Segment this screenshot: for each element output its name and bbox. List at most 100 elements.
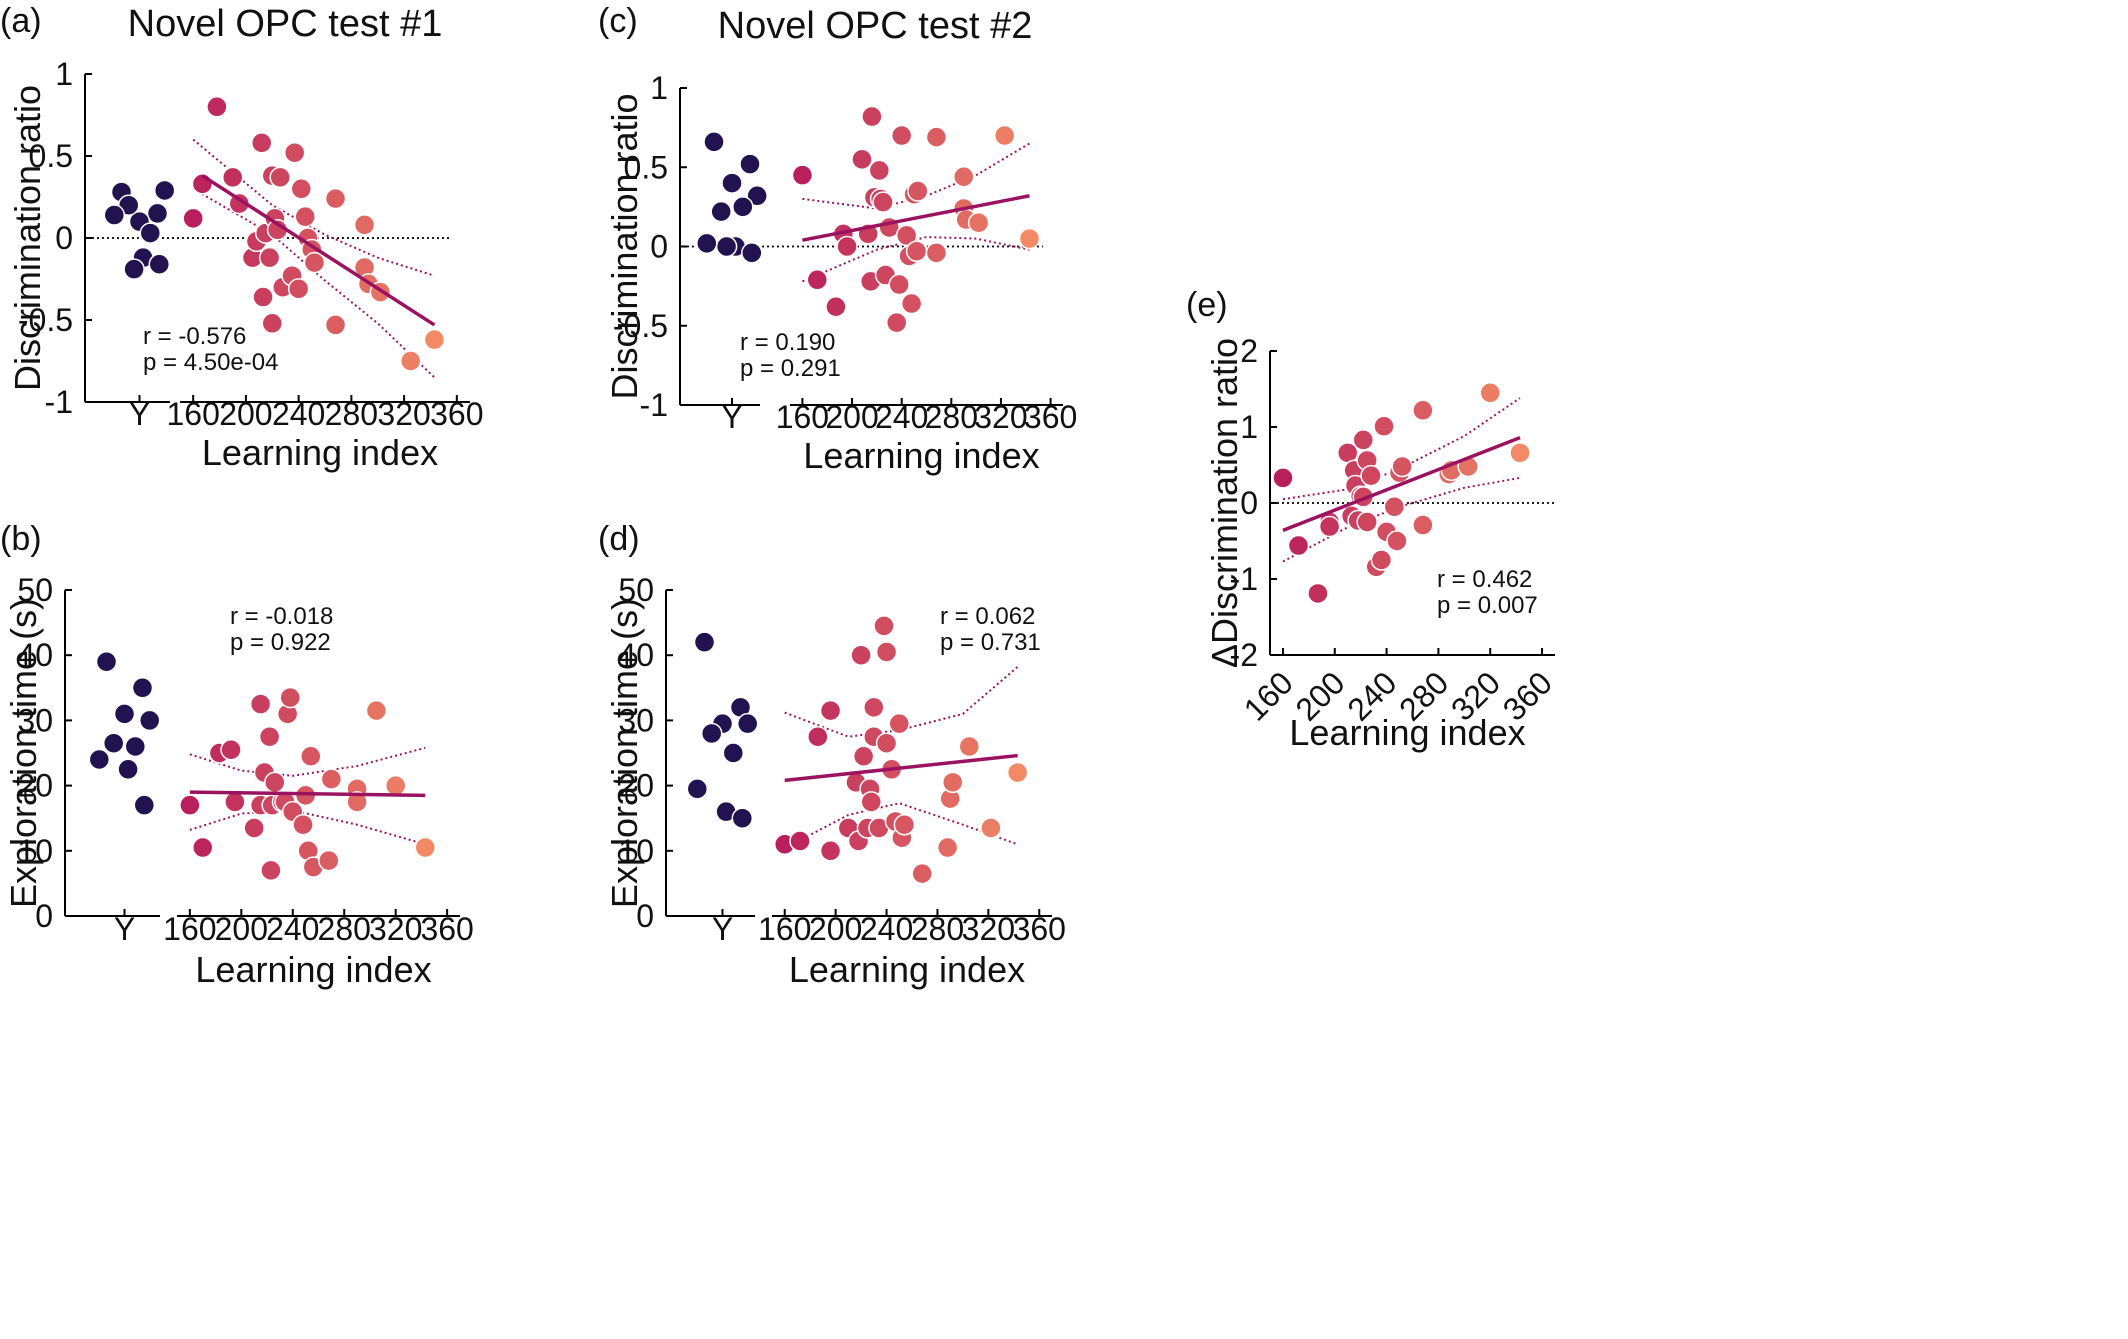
data-point — [292, 813, 314, 836]
data-point — [365, 699, 388, 722]
x-tick-label: 320 — [377, 396, 430, 432]
data-point — [221, 166, 244, 189]
x-tick-label: 200 — [825, 399, 878, 435]
data-point — [294, 205, 316, 228]
y-tick-label: 50 — [618, 572, 654, 608]
young-data-point — [117, 758, 139, 781]
data-point — [320, 768, 343, 790]
data-point — [414, 836, 437, 859]
young-data-point — [138, 709, 161, 732]
data-point — [888, 712, 911, 735]
x-axis-label: Learning index — [803, 435, 1039, 476]
data-point — [791, 164, 814, 186]
data-point — [852, 745, 875, 768]
young-data-point — [732, 196, 754, 218]
y-tick-label: -2 — [1230, 637, 1258, 673]
data-point — [283, 141, 306, 164]
stat-r: r = -0.576 — [143, 323, 246, 350]
data-point — [423, 328, 446, 351]
y-tick-label: 0 — [35, 898, 53, 934]
young-data-point — [102, 732, 125, 754]
x-axis-label: Learning index — [1289, 712, 1525, 753]
x-tick-label: 360 — [420, 911, 473, 947]
data-point — [925, 242, 948, 264]
data-point — [1386, 530, 1408, 552]
data-point — [863, 696, 885, 719]
y-tick-label: 1 — [650, 70, 668, 106]
data-point — [958, 735, 981, 758]
y-axis-label: ΔDiscrimination ratio — [1204, 338, 1245, 668]
data-point — [789, 830, 811, 852]
y-tick-label: 30 — [618, 702, 654, 738]
y-axis-label: Discrimination ratio — [604, 93, 645, 399]
data-point — [250, 132, 273, 154]
stat-p: p = 0.291 — [740, 355, 841, 382]
data-point — [1383, 496, 1406, 518]
data-point — [1479, 382, 1501, 404]
young-data-point — [715, 235, 738, 258]
regression-line — [189, 790, 426, 798]
y-tick-label: 1 — [1240, 409, 1258, 445]
data-point — [318, 849, 340, 872]
data-point — [1006, 761, 1029, 784]
stat-p: p = 4.50e-04 — [143, 349, 278, 376]
y-tick-label: 40 — [17, 637, 53, 673]
x-tick-label: 280 — [318, 911, 371, 947]
x-tick-label: 320 — [369, 911, 422, 947]
y-tick-label: 20 — [618, 768, 654, 804]
data-point — [346, 791, 368, 813]
data-point — [290, 178, 313, 200]
young-data-point — [146, 202, 169, 225]
x-axis-label: Learning index — [195, 949, 431, 990]
young-data-point — [710, 200, 732, 223]
young-data-point — [739, 153, 761, 175]
young-data-point — [103, 204, 126, 226]
young-data-point — [722, 742, 745, 764]
stat-p: p = 0.731 — [940, 629, 1041, 656]
data-point — [875, 732, 898, 754]
panel-c: (c) Novel OPC test #2 1 0.5 0 -0.5 -1Discrimin… — [598, 2, 1077, 476]
ci-upper-line — [192, 138, 435, 277]
young-tick-label: Y — [712, 911, 733, 947]
data-point — [1360, 464, 1382, 487]
data-point — [191, 836, 214, 859]
x-tick-label: 320 — [974, 399, 1027, 435]
ci-lower-line — [1282, 476, 1521, 563]
x-tick-label: 200 — [219, 396, 272, 432]
stat-r: r = 0.190 — [740, 329, 835, 356]
data-point — [1391, 455, 1413, 478]
data-point — [819, 840, 842, 862]
data-point — [836, 235, 858, 258]
stat-r: r = 0.462 — [1437, 566, 1532, 593]
data-point — [825, 295, 847, 318]
data-point — [936, 836, 959, 859]
x-tick-label: 240 — [875, 399, 928, 435]
data-point — [873, 615, 895, 637]
y-tick-label: 30 — [17, 702, 53, 738]
data-point — [868, 159, 891, 182]
young-data-point — [113, 703, 136, 725]
young-tick-label: Y — [129, 396, 150, 432]
young-data-point — [95, 650, 118, 673]
data-point — [243, 817, 265, 839]
data-point — [1412, 399, 1434, 422]
young-data-point — [133, 794, 156, 816]
y-axis-label: Exploration time (s) — [3, 598, 44, 908]
stat-p: p = 0.922 — [230, 629, 331, 656]
data-point — [220, 738, 242, 761]
y-tick-label: 0 — [650, 229, 668, 265]
data-point — [1352, 429, 1375, 451]
young-data-point — [700, 722, 723, 745]
y-tick-label: -0.5 — [18, 302, 73, 338]
data-point — [249, 693, 272, 715]
x-tick-label: 320 — [962, 911, 1015, 947]
x-tick-label: 360 — [430, 396, 483, 432]
data-point — [287, 278, 310, 300]
data-point — [182, 207, 204, 230]
data-point — [224, 791, 246, 813]
data-point — [353, 214, 376, 236]
data-point — [1307, 582, 1329, 605]
y-tick-label: -1 — [45, 384, 73, 420]
y-tick-label: 40 — [618, 637, 654, 673]
young-data-point — [88, 748, 111, 771]
